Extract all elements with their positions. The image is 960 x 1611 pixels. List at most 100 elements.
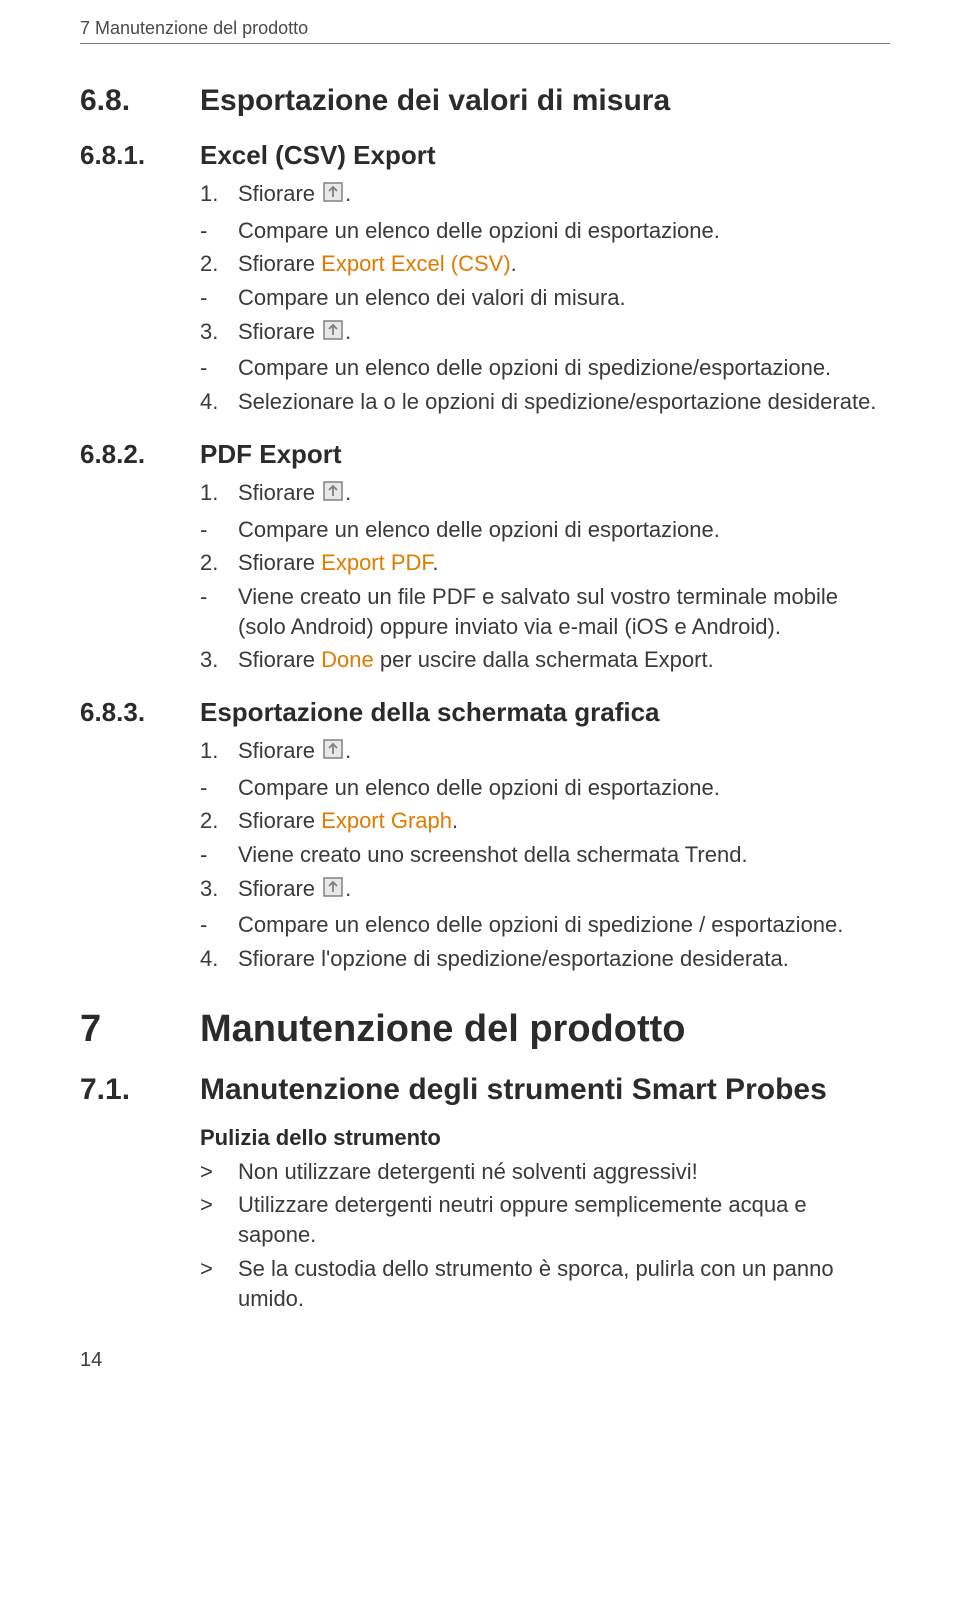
heading-number: 7 — [80, 1008, 200, 1051]
list-marker: 1. — [200, 179, 238, 212]
sub-marker: - — [200, 840, 238, 870]
text: . — [345, 480, 351, 505]
list-marker: 4. — [200, 387, 238, 417]
list-item: 2. Sfiorare Export Excel (CSV). — [200, 249, 890, 279]
list-item: 4. Selezionare la o le opzioni di spediz… — [200, 387, 890, 417]
sub-body: Compare un elenco delle opzioni di espor… — [238, 773, 890, 803]
sub-body: Compare un elenco delle opzioni di spedi… — [238, 353, 890, 383]
running-header: 7 Manutenzione del prodotto — [80, 18, 890, 44]
list-sub: - Viene creato un file PDF e salvato sul… — [200, 582, 890, 641]
text: . — [345, 738, 351, 763]
text: . — [432, 550, 438, 575]
sub-body: Compare un elenco delle opzioni di espor… — [238, 515, 890, 545]
sub-body: Viene creato uno screenshot della scherm… — [238, 840, 890, 870]
heading-title: Esportazione della schermata grafica — [200, 697, 660, 728]
list-body: Sfiorare Export PDF. — [238, 548, 890, 578]
sub-marker: - — [200, 216, 238, 246]
section-7-1-content: > Non utilizzare detergenti né solventi … — [200, 1157, 890, 1313]
sub-marker: - — [200, 515, 238, 545]
heading-number: 6.8. — [80, 84, 200, 118]
list-item: 3. Sfiorare Done per uscire dalla scherm… — [200, 645, 890, 675]
text: Sfiorare — [238, 876, 321, 901]
list-sub: - Compare un elenco delle opzioni di esp… — [200, 515, 890, 545]
section-6-8-3-content: 1. Sfiorare . - Compare un elenco delle … — [200, 736, 890, 974]
sub-body: Viene creato un file PDF e salvato sul v… — [238, 582, 890, 641]
heading-number: 6.8.1. — [80, 140, 200, 171]
list-marker: > — [200, 1254, 238, 1313]
list-sub: - Viene creato uno screenshot della sche… — [200, 840, 890, 870]
list-marker: 2. — [200, 249, 238, 279]
export-icon — [321, 479, 345, 511]
heading-title: Manutenzione degli strumenti Smart Probe… — [200, 1073, 827, 1107]
heading-6-8-3: 6.8.3. Esportazione della schermata graf… — [80, 697, 890, 728]
list-sub: - Compare un elenco delle opzioni di esp… — [200, 773, 890, 803]
text: . — [452, 808, 458, 833]
text: Sfiorare — [238, 319, 321, 344]
list-body: Sfiorare Done per uscire dalla schermata… — [238, 645, 890, 675]
accent-text: Done — [321, 647, 374, 672]
list-marker: 1. — [200, 478, 238, 511]
text: Sfiorare — [238, 550, 321, 575]
text: per uscire dalla schermata Export. — [374, 647, 714, 672]
heading-title: PDF Export — [200, 439, 342, 470]
sub-body: Compare un elenco dei valori di misura. — [238, 283, 890, 313]
page: 7 Manutenzione del prodotto 6.8. Esporta… — [0, 0, 960, 1412]
list-marker: 3. — [200, 317, 238, 350]
accent-text: Export PDF — [321, 550, 432, 575]
list-body: Sfiorare . — [238, 317, 890, 350]
heading-number: 7.1. — [80, 1073, 200, 1107]
list-body: Sfiorare . — [238, 736, 890, 769]
heading-number: 6.8.3. — [80, 697, 200, 728]
text: Sfiorare — [238, 647, 321, 672]
list-marker: 3. — [200, 645, 238, 675]
list-item: 4. Sfiorare l'opzione di spedizione/espo… — [200, 944, 890, 974]
list-item: > Non utilizzare detergenti né solventi … — [200, 1157, 890, 1187]
sub-marker: - — [200, 582, 238, 641]
list-item: 1. Sfiorare . — [200, 478, 890, 511]
list-sub: - Compare un elenco dei valori di misura… — [200, 283, 890, 313]
text: Sfiorare — [238, 480, 321, 505]
accent-text: Export Excel (CSV) — [321, 251, 511, 276]
sub-body: Compare un elenco delle opzioni di spedi… — [238, 910, 890, 940]
heading-title: Manutenzione del prodotto — [200, 1008, 686, 1051]
text: Sfiorare — [238, 808, 321, 833]
heading-title: Excel (CSV) Export — [200, 140, 436, 171]
heading-number: 6.8.2. — [80, 439, 200, 470]
list-body: Sfiorare l'opzione di spedizione/esporta… — [238, 944, 890, 974]
heading-6-8-2: 6.8.2. PDF Export — [80, 439, 890, 470]
list-sub: - Compare un elenco delle opzioni di spe… — [200, 910, 890, 940]
list-item: 3. Sfiorare . — [200, 317, 890, 350]
list-body: Selezionare la o le opzioni di spedizion… — [238, 387, 890, 417]
text: Sfiorare — [238, 738, 321, 763]
export-icon — [321, 318, 345, 350]
text: Sfiorare — [238, 251, 321, 276]
heading-6-8-1: 6.8.1. Excel (CSV) Export — [80, 140, 890, 171]
sub-marker: - — [200, 353, 238, 383]
text: . — [511, 251, 517, 276]
list-marker: 4. — [200, 944, 238, 974]
text: Sfiorare — [238, 181, 321, 206]
list-body: Sfiorare . — [238, 478, 890, 511]
heading-7-1: 7.1. Manutenzione degli strumenti Smart … — [80, 1073, 890, 1107]
heading-6-8: 6.8. Esportazione dei valori di misura — [80, 84, 890, 118]
list-body: Sfiorare . — [238, 874, 890, 907]
accent-text: Export Graph — [321, 808, 452, 833]
list-item: 1. Sfiorare . — [200, 179, 890, 212]
list-body: Sfiorare Export Graph. — [238, 806, 890, 836]
text: . — [345, 319, 351, 344]
list-marker: 1. — [200, 736, 238, 769]
paragraph-heading: Pulizia dello strumento — [200, 1125, 890, 1151]
export-icon — [321, 180, 345, 212]
list-marker: 3. — [200, 874, 238, 907]
section-6-8-2-content: 1. Sfiorare . - Compare un elenco delle … — [200, 478, 890, 675]
sub-marker: - — [200, 773, 238, 803]
export-icon — [321, 875, 345, 907]
list-item: 2. Sfiorare Export Graph. — [200, 806, 890, 836]
list-item: > Se la custodia dello strumento è sporc… — [200, 1254, 890, 1313]
sub-marker: - — [200, 910, 238, 940]
list-marker: 2. — [200, 548, 238, 578]
section-6-8-1-content: 1. Sfiorare . - Compare un elenco delle … — [200, 179, 890, 417]
export-icon — [321, 737, 345, 769]
list-body: Utilizzare detergenti neutri oppure semp… — [238, 1190, 890, 1249]
list-item: 2. Sfiorare Export PDF. — [200, 548, 890, 578]
